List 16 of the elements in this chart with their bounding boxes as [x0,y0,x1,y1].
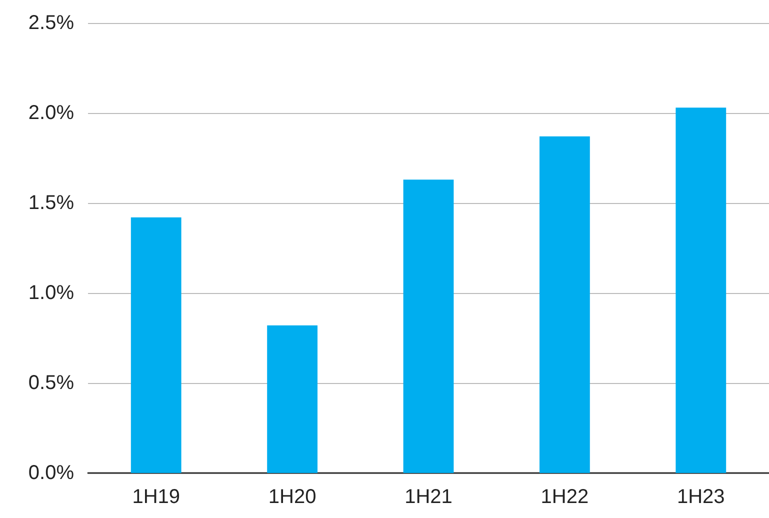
bar [130,217,182,473]
x-tick-label: 1H22 [540,486,589,508]
y-tick-label: 2.0% [28,102,74,124]
y-tick-label: 0.5% [28,372,74,394]
x-tick-label: 1H23 [676,486,725,508]
bar [403,180,454,473]
bar [540,136,590,473]
y-tick-label: 1.0% [28,282,74,304]
bar [676,108,726,473]
x-tick-label: 1H21 [404,486,452,508]
x-tick-label: 1H20 [268,486,316,508]
y-tick-label: 1.5% [28,192,74,214]
bar [267,325,318,473]
y-tick-label: 0.0% [28,462,74,484]
y-tick-label: 2.5% [28,12,74,34]
x-tick-label: 1H19 [132,486,180,508]
